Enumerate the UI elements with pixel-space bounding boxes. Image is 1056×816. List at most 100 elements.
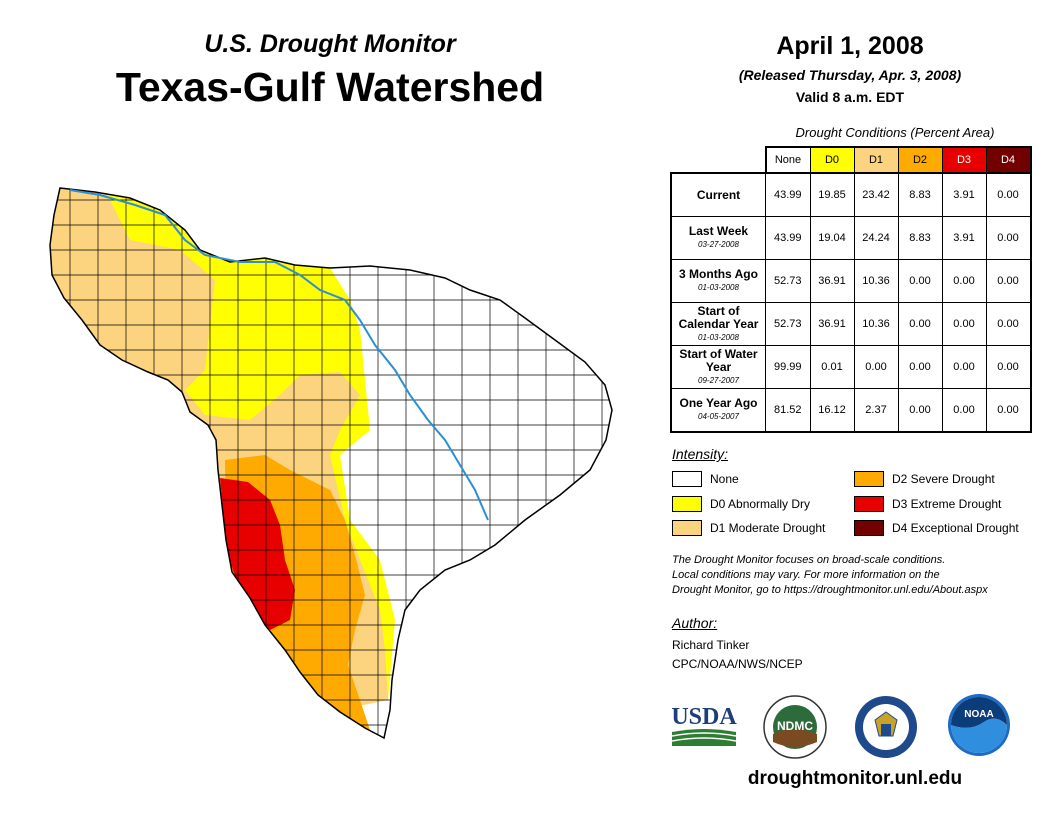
cell-value: 0.00 [897,388,943,433]
legend-label: D4 Exceptional Drought [892,521,1019,535]
map-date: April 1, 2008 [776,32,924,60]
legend-swatch [854,496,884,512]
cell-value: 43.99 [765,172,811,217]
col-header-d3: D3 [941,146,987,174]
cell-value: 52.73 [765,302,811,346]
table-row: Start of Calendar Year 01-03-2008 52.73 3… [670,302,1032,346]
row-date: 01-03-2008 [698,283,739,292]
legend-label: D2 Severe Drought [892,472,995,486]
legend-title: Intensity: [672,446,729,462]
cell-value: 99.99 [765,345,811,389]
cell-value: 0.00 [985,259,1032,303]
noaa-logo: NOAA [948,694,1010,756]
map-title: Texas-Gulf Watershed [115,64,545,110]
legend-label: None [710,472,739,486]
row-date: 04-05-2007 [698,412,739,421]
cell-value: 0.00 [897,302,943,346]
map-subtitle: U.S. Drought Monitor [204,30,456,58]
row-date: 03-27-2008 [698,240,739,249]
col-header-d1: D1 [853,146,899,174]
river-line [69,189,489,521]
legend-swatch [854,520,884,536]
cell-value: 19.04 [809,216,855,260]
row-label-text: Start of Calendar Year [678,303,759,331]
cell-value: 16.12 [809,388,855,433]
cell-value: 24.24 [853,216,899,260]
website-url[interactable]: droughtmonitor.unl.edu [747,768,963,789]
cell-value: 52.73 [765,259,811,303]
author-org: CPC/NOAA/NWS/NCEP [672,657,803,671]
author-name: Richard Tinker [672,638,750,652]
legend-swatch [672,471,702,487]
cell-value: 10.36 [853,302,899,346]
cell-value: 0.00 [853,345,899,389]
row-label-text: Last Week [688,224,749,238]
table-row: Last Week 03-27-2008 43.99 19.04 24.24 8.… [670,216,1032,260]
row-label: Current [670,172,766,217]
row-label: 3 Months Ago 01-03-2008 [670,259,766,303]
row-label-text: Current [696,187,741,202]
table-row: Start of Water Year 09-27-2007 99.99 0.01… [670,345,1032,389]
legend-item-none: None [672,471,739,487]
col-header-d4: D4 [985,146,1032,174]
legend-item-d0: D0 Abnormally Dry [672,496,810,512]
cell-value: 0.00 [897,259,943,303]
table-corner [671,147,766,173]
author-title: Author: [672,615,718,631]
noaa-logo-text: NOAA [964,709,993,720]
legend-swatch [854,471,884,487]
row-label-text: One Year Ago [679,396,758,410]
note-line: The Drought Monitor focuses on broad-sca… [672,554,946,566]
release-date: (Released Thursday, Apr. 3, 2008) [738,67,962,83]
legend-label: D1 Moderate Drought [710,521,826,535]
table-caption: Drought Conditions (Percent Area) [795,125,995,140]
cell-value: 36.91 [809,259,855,303]
col-header-d0: D0 [809,146,855,174]
row-date: 01-03-2008 [698,332,739,342]
row-date: 09-27-2007 [698,375,739,385]
row-label: Start of Water Year 09-27-2007 [670,345,766,389]
cell-value: 0.01 [809,345,855,389]
cell-value: 0.00 [985,388,1032,433]
legend-swatch [672,520,702,536]
cell-value: 0.00 [985,172,1032,217]
cell-value: 0.00 [941,388,987,433]
cell-value: 19.85 [809,172,855,217]
legend-label: D3 Extreme Drought [892,497,1002,511]
legend-item-d1: D1 Moderate Drought [672,520,825,536]
cell-value: 0.00 [985,216,1032,260]
disclaimer-note: The Drought Monitor focuses on broad-sca… [672,553,1042,598]
col-header-none: None [764,146,811,174]
cell-value: 0.00 [897,345,943,389]
ndmc-logo-text: NDMC [777,719,813,733]
valid-time: Valid 8 a.m. EDT [795,89,905,105]
col-header-d2: D2 [897,146,943,174]
table-row: Current 43.99 19.85 23.42 8.83 3.91 0.00 [670,172,1032,217]
legend-item-d2: D2 Severe Drought [854,471,995,487]
table-row: One Year Ago 04-05-2007 81.52 16.12 2.37 … [670,388,1032,433]
cell-value: 2.37 [853,388,899,433]
row-label: One Year Ago 04-05-2007 [670,388,766,433]
cell-value: 8.83 [897,216,943,260]
row-label: Last Week 03-27-2008 [670,216,766,260]
legend-swatch [672,496,702,512]
cell-value: 43.99 [765,216,811,260]
usda-logo-text: USDA [671,704,737,730]
legend-item-d3: D3 Extreme Drought [854,496,1001,512]
cell-value: 0.00 [985,345,1032,389]
cell-value: 0.00 [941,302,987,346]
legend-label: D0 Abnormally Dry [710,497,811,511]
cell-value: 23.42 [853,172,899,217]
note-line: Local conditions may vary. For more info… [672,569,940,581]
cell-value: 0.00 [985,302,1032,346]
drought-conditions-table: None D0 D1 D2 D3 D4 Current 43.99 19.85 … [670,146,1032,433]
row-label-text: 3 Months Ago [679,267,758,281]
commerce-seal-logo [855,696,917,758]
usda-logo: USDA [671,704,737,746]
region-d3 [220,478,295,630]
watershed-map [49,187,613,739]
cell-value: 81.52 [765,388,811,433]
cell-value: 10.36 [853,259,899,303]
cell-value: 3.91 [941,216,987,260]
ndmc-logo: NDMC [763,695,827,759]
